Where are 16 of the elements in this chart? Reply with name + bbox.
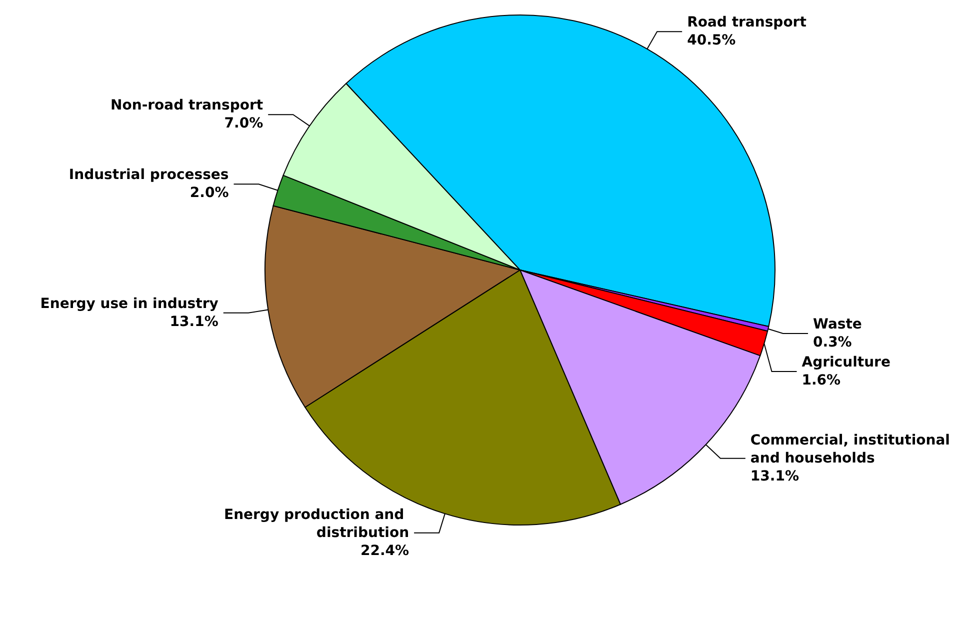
slice-label: Industrial processes	[68, 167, 229, 184]
slice-label: Commercial, institutional and households	[750, 432, 955, 466]
slice-label: Agriculture	[802, 354, 890, 370]
data-label: 1.6%	[802, 372, 841, 388]
slice-label: Energy use in industry	[40, 296, 218, 312]
data-label: 13.1%	[750, 468, 799, 484]
data-label: 22.4%	[360, 542, 410, 559]
data-label: 40.5%	[687, 32, 736, 49]
data-label: 7.0%	[224, 116, 264, 132]
data-label: 0.3%	[813, 334, 852, 350]
slice-label: Waste	[813, 316, 862, 332]
data-label: 13.1%	[170, 314, 218, 330]
slice-label: Non-road transport	[110, 98, 264, 114]
slice-label: Road transport	[687, 14, 807, 31]
slice-label: Energy production and distribution	[224, 506, 410, 541]
data-label: 2.0%	[190, 185, 229, 202]
